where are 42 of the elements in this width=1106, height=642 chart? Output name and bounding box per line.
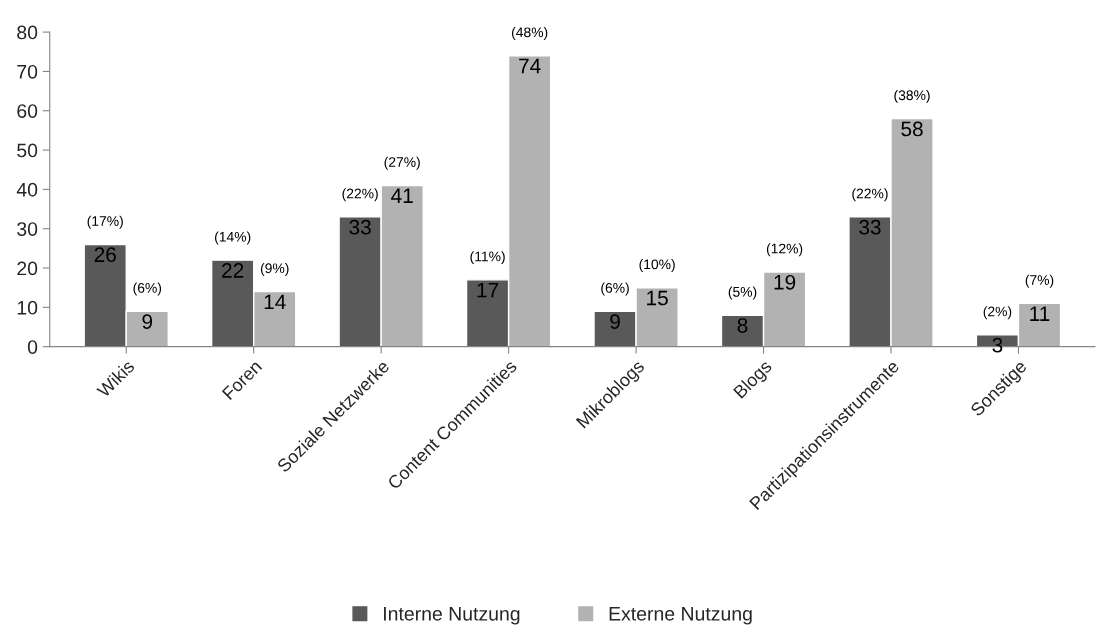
annotation: (9%) — [260, 262, 289, 276]
y-tick-label: 20 — [17, 261, 38, 276]
annotation: (22%) — [852, 188, 888, 202]
annotation: (7%) — [1025, 274, 1054, 288]
data-label: 19 — [774, 274, 796, 290]
annotation: (6%) — [133, 282, 162, 296]
y-tick-label: 50 — [17, 143, 38, 158]
annotation: (6%) — [601, 282, 629, 296]
annotation: (14%) — [215, 231, 251, 245]
data-label: 58 — [901, 121, 923, 137]
y-tick-label: 60 — [17, 104, 38, 118]
data-label: 15 — [647, 290, 668, 306]
data-label: 22 — [222, 263, 244, 278]
annotation: (10%) — [639, 259, 675, 272]
y-tick-label: 30 — [17, 222, 38, 236]
data-label: 33 — [859, 219, 881, 235]
y-tick-label: 70 — [17, 64, 38, 79]
data-label: 9 — [142, 314, 153, 329]
annotation: (22%) — [342, 188, 378, 202]
annotation: (38%) — [894, 89, 930, 103]
data-label: 8 — [737, 318, 748, 333]
data-label: 9 — [610, 314, 620, 329]
y-tick-label: 40 — [16, 182, 38, 197]
data-label: 17 — [477, 282, 499, 298]
legend-label: Externe Nutzung — [609, 607, 752, 625]
annotation: (27%) — [384, 156, 420, 170]
y-tick-label: 0 — [27, 340, 38, 354]
annotation: (11%) — [470, 251, 505, 265]
data-label: 11 — [1030, 306, 1050, 321]
data-label: 26 — [94, 247, 116, 263]
annotation: (2%) — [983, 306, 1012, 320]
data-label: 14 — [264, 294, 286, 310]
annotation: (5%) — [728, 286, 757, 300]
data-label: 74 — [519, 58, 541, 74]
data-label: 33 — [349, 219, 371, 235]
annotation: (17%) — [87, 215, 123, 229]
annotation: (48%) — [511, 27, 548, 40]
y-tick-label: 10 — [17, 300, 38, 315]
annotation: (12%) — [766, 243, 803, 257]
legend-label: Interne Nutzung — [384, 607, 520, 625]
y-tick-label: 80 — [17, 25, 38, 40]
data-label: 41 — [391, 188, 413, 203]
